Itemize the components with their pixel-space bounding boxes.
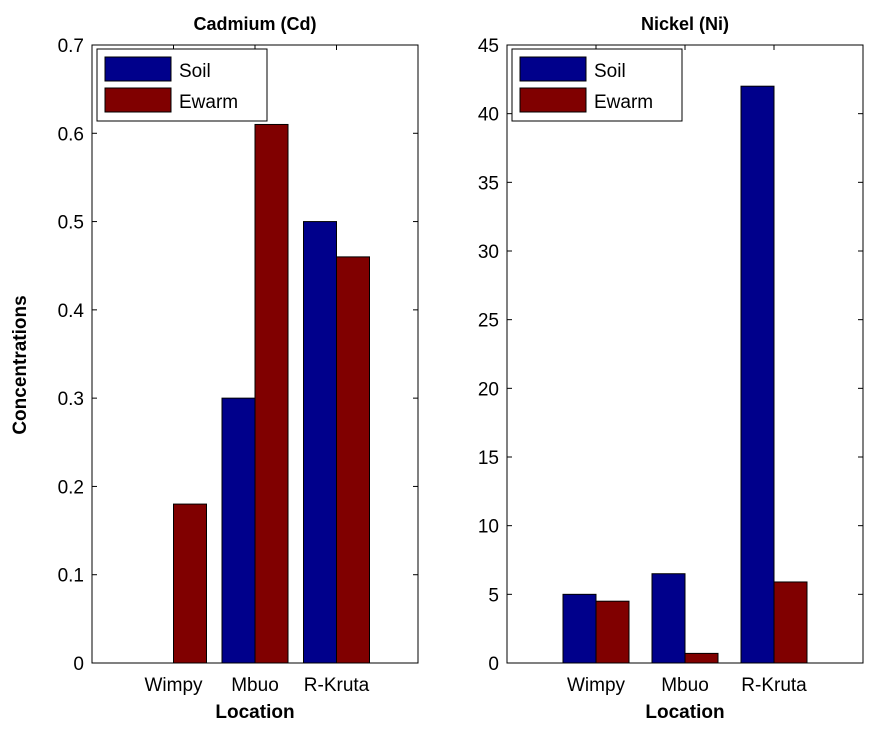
chart-2-bar-soil-r-kruta (740, 85, 775, 664)
chart-1-x-tick-label: Wimpy (144, 675, 203, 696)
chart-2-y-tick-label: 45 (478, 36, 499, 57)
chart-2-y-tick-label: 25 (478, 311, 499, 332)
chart-2-x-tick-label: R-Kruta (741, 675, 807, 696)
chart-1-legend-swatch-soil (104, 56, 172, 82)
chart-1-y-tick-label: 0.6 (58, 124, 84, 145)
chart-2-y-tick-label: 5 (488, 585, 499, 606)
chart-1-y-tick-label: 0.7 (58, 36, 84, 57)
chart-2-bar-soil-mbuo (651, 573, 686, 664)
chart-1-legend-swatch-ewarm (104, 87, 172, 113)
chart-2-y-tick-label: 20 (478, 379, 499, 400)
chart-1-legend-label-soil: Soil (179, 61, 211, 82)
chart-2-x-tick-label: Mbuo (661, 675, 709, 696)
chart-2-x-tick-label: Wimpy (567, 675, 626, 696)
chart-2-legend-label-soil: Soil (594, 61, 626, 82)
chart-2-y-tick-label: 40 (478, 105, 499, 126)
chart-1-bar-ewarm-r-kruta (336, 256, 370, 664)
chart-2-bar-soil-wimpy (562, 593, 597, 664)
chart-2-bar-ewarm-mbuo (684, 652, 719, 664)
chart-1-y-tick-label: 0.3 (58, 389, 84, 410)
chart-1-bar-ewarm-mbuo (254, 123, 289, 664)
chart-2-y-tick-label: 30 (478, 242, 499, 263)
chart-1-title: Cadmium (Cd) (194, 14, 317, 34)
chart-2-y-tick-label: 10 (478, 517, 499, 538)
chart-1-x-tick-label: R-Kruta (304, 675, 370, 696)
chart-1-bar-soil-r-kruta (303, 221, 337, 664)
chart-2-title: Nickel (Ni) (641, 14, 729, 34)
chart-1-legend-label-ewarm: Ewarm (179, 92, 238, 113)
chart-2-legend-label-ewarm: Ewarm (594, 92, 653, 113)
chart-2-bar-ewarm-wimpy (595, 600, 630, 664)
chart-2-y-tick-label: 0 (488, 654, 499, 675)
chart-1-x-tick-label: Mbuo (231, 675, 279, 696)
chart-1-y-tick-label: 0.5 (58, 213, 84, 234)
chart-2-y-tick-label: 15 (478, 448, 499, 469)
chart-2-plot-area (506, 44, 864, 664)
chart-1-y-tick-label: 0.2 (58, 477, 84, 498)
chart-2-y-tick-label: 35 (478, 173, 499, 194)
chart-2-legend-swatch-soil (519, 56, 587, 82)
chart-1-y-tick-label: 0.4 (58, 301, 85, 322)
chart-2-x-axis-label: Location (645, 702, 724, 723)
y-axis-label: Concentrations (10, 295, 31, 434)
chart-2-legend-swatch-ewarm (519, 87, 587, 113)
chart-1-y-tick-label: 0.1 (58, 566, 84, 587)
chart-1-y-tick-label: 0 (73, 654, 84, 675)
chart-1-bar-ewarm-wimpy (173, 503, 207, 664)
chart-2-bar-ewarm-r-kruta (773, 581, 808, 664)
chart-1-bar-soil-mbuo (221, 397, 256, 664)
chart-1-x-axis-label: Location (215, 702, 294, 723)
